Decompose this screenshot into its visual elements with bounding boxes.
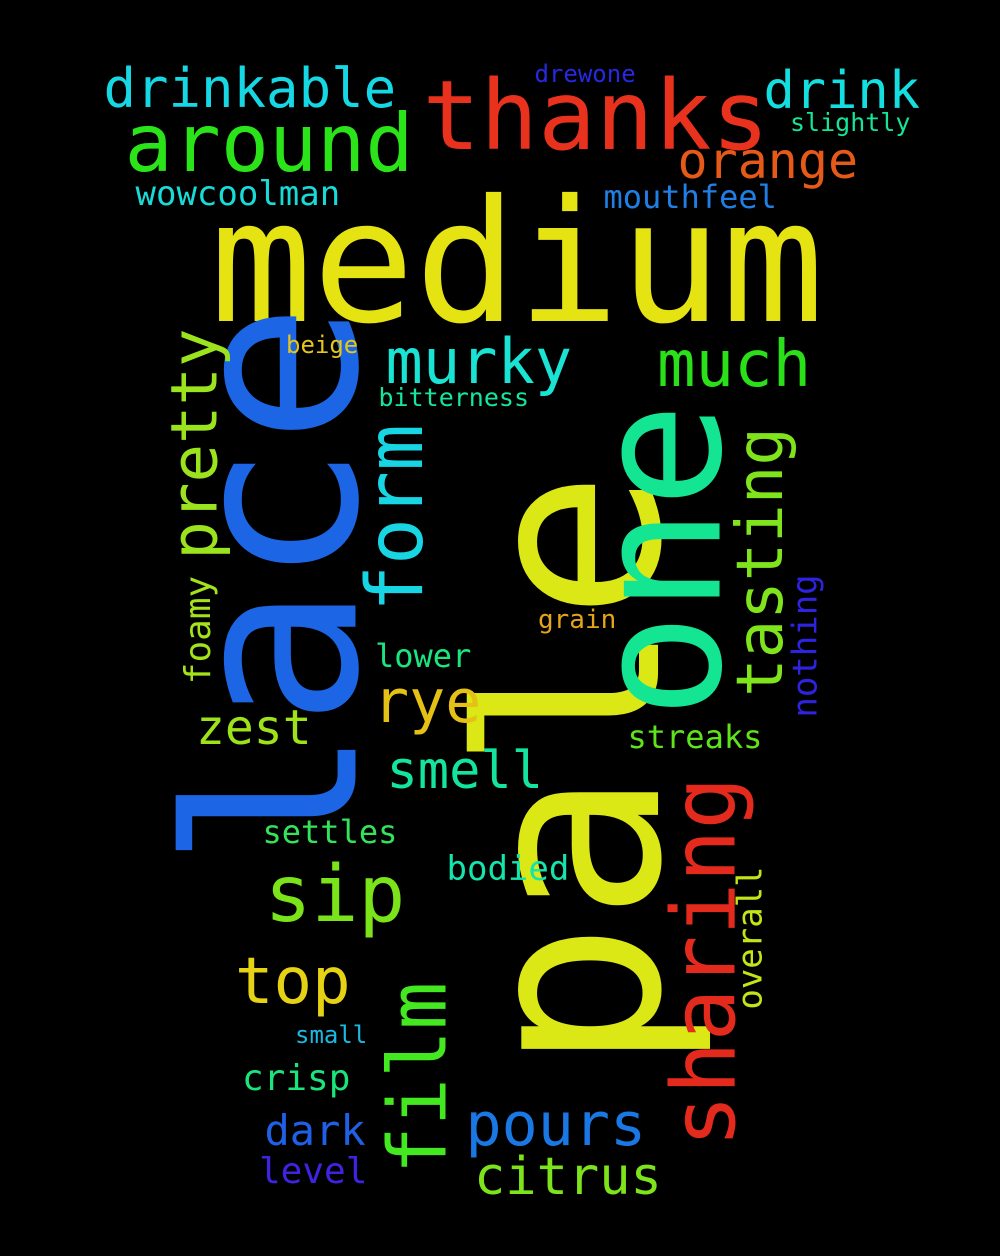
word-bitterness: bitterness [378,382,530,412]
word-small: small [295,1021,368,1049]
word-grain: grain [538,605,617,635]
word-murky: murky [385,325,573,398]
word-bodied: bodied [446,849,570,889]
word-film: film [370,981,464,1175]
word-pretty: pretty [158,328,233,560]
word-around: around [124,97,414,190]
word-top: top [235,945,351,1019]
word-one: one [558,401,762,719]
word-foamy: foamy [178,575,220,685]
word-wowcoolman: wowcoolman [135,174,341,214]
word-drinkable: drinkable [103,57,397,120]
word-nothing: nothing [785,574,826,718]
word-sip: sip [264,850,406,940]
word-much: much [657,328,812,402]
word-lower: lower [375,637,472,675]
word-slightly: slightly [790,107,911,137]
word-orange: orange [677,132,859,190]
word-crisp: crisp [242,1058,351,1099]
word-drewone: drewone [534,60,636,88]
word-thanks: thanks [422,60,770,172]
word-rye: rye [373,667,482,737]
word-smell: smell [386,741,544,801]
word-citrus: citrus [474,1147,662,1207]
word-mouthfeel: mouthfeel [603,178,777,216]
word-dark: dark [264,1106,366,1155]
word-pours: pours [465,1090,647,1160]
word-settles: settles [262,813,398,851]
word-tasting: tasting [723,427,798,697]
word-form: form [350,424,441,612]
word-beige: beige [286,331,359,359]
word-overall: overall [730,866,771,1010]
word-streaks: streaks [627,718,763,756]
word-medium: medium [210,164,825,362]
word-level: level [259,1151,368,1192]
word-drink: drink [763,61,921,121]
word-zest: zest [196,700,312,756]
